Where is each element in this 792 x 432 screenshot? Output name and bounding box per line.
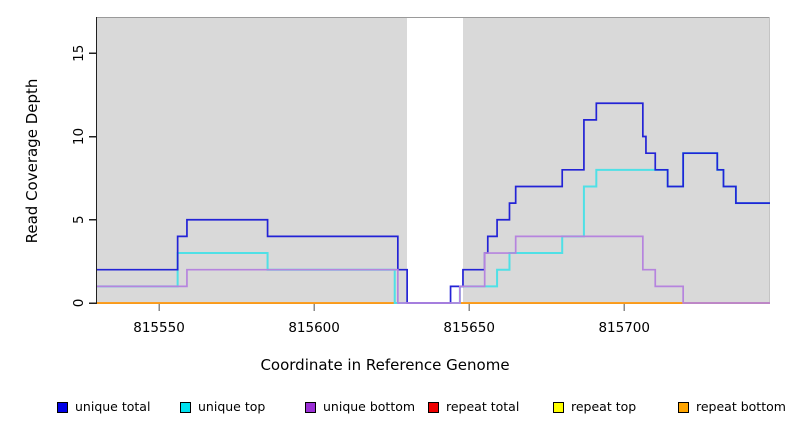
y-tick-label-5: 5	[71, 215, 87, 224]
legend-swatch-repeat-bottom	[678, 401, 689, 413]
legend-item-repeat-total: repeat total	[428, 399, 519, 415]
series-line-unique-bottom	[97, 235, 770, 304]
legend-swatch-repeat-total	[428, 401, 439, 413]
x-tick-label-815650: 815650	[443, 320, 495, 336]
legend-swatch-repeat-top	[553, 401, 564, 413]
legend-label-unique-bottom: unique bottom	[323, 399, 416, 414]
masked-region	[407, 18, 463, 303]
x-tick-label-815600: 815600	[288, 320, 340, 336]
legend-label-unique-top: unique top	[198, 399, 266, 414]
series-line-unique-total	[97, 102, 770, 304]
legend-swatch-unique-top	[180, 401, 191, 413]
x-tick-label-815550: 815550	[133, 320, 185, 336]
x-axis-title: Coordinate in Reference Genome	[260, 356, 510, 374]
legend: unique total unique top unique bottom re…	[0, 399, 792, 419]
legend-item-unique-bottom: unique bottom	[305, 399, 415, 415]
legend-label-repeat-bottom: repeat bottom	[696, 399, 786, 414]
legend-item-repeat-bottom: repeat bottom	[678, 399, 786, 415]
y-tick-label-0: 0	[71, 299, 87, 308]
legend-label-repeat-total: repeat total	[446, 399, 520, 414]
y-tick-label-15: 15	[71, 45, 87, 62]
x-tick-label-815700: 815700	[598, 320, 650, 336]
legend-item-unique-total: unique total	[57, 399, 150, 415]
legend-item-repeat-top: repeat top	[553, 399, 636, 415]
legend-label-repeat-top: repeat top	[571, 399, 637, 414]
legend-item-unique-top: unique top	[180, 399, 265, 415]
y-axis-title: Read Coverage Depth	[23, 78, 41, 244]
legend-swatch-unique-total	[57, 401, 68, 413]
legend-swatch-unique-bottom	[305, 401, 316, 413]
legend-label-unique-total: unique total	[75, 399, 151, 414]
y-tick-label-10: 10	[71, 128, 87, 145]
